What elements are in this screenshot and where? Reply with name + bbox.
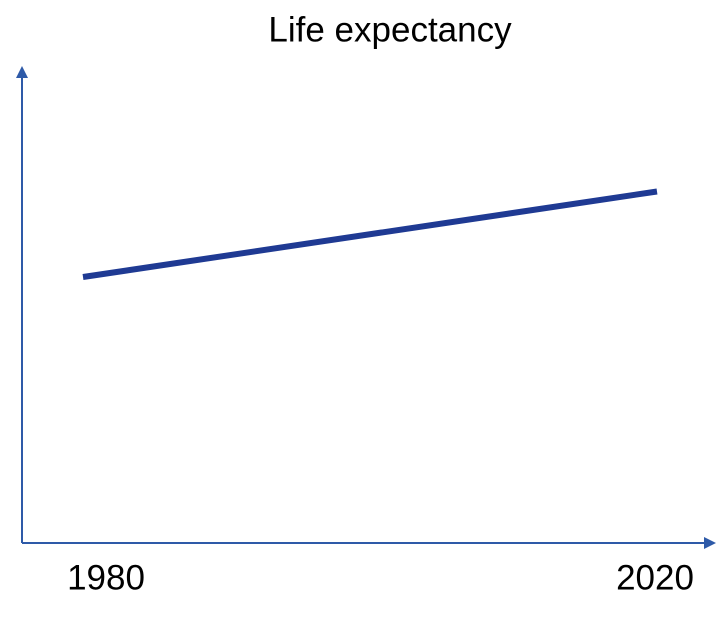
x-axis-arrow (704, 537, 716, 549)
data-line (82, 188, 658, 280)
x-tick-label: 1980 (67, 558, 145, 597)
y-axis-arrow (16, 66, 28, 78)
chart-title: Life expectancy (268, 10, 512, 49)
x-tick-label: 2020 (616, 558, 694, 597)
